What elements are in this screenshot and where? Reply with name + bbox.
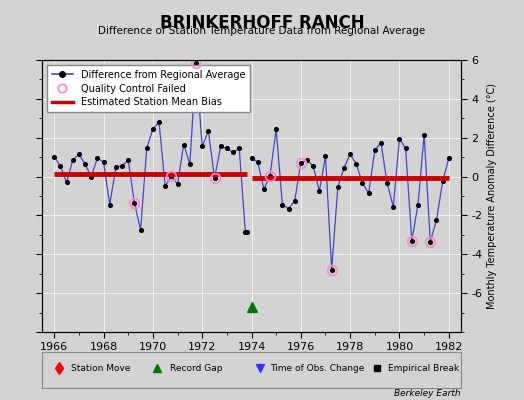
Point — [173, 181, 182, 188]
Point — [260, 186, 268, 192]
Point — [216, 143, 225, 150]
Text: Station Move: Station Move — [71, 364, 131, 373]
Point — [75, 151, 83, 158]
Point — [254, 159, 262, 165]
Point — [124, 157, 133, 163]
Point — [100, 159, 108, 165]
Point — [334, 184, 342, 190]
Point — [420, 132, 428, 138]
Text: BRINKERHOFF RANCH: BRINKERHOFF RANCH — [160, 14, 364, 32]
Point — [432, 217, 441, 224]
Point — [389, 204, 398, 210]
Point — [328, 267, 336, 273]
Point — [303, 157, 311, 163]
Point — [272, 126, 280, 132]
Point — [105, 202, 114, 208]
Text: Time of Obs. Change: Time of Obs. Change — [270, 364, 365, 373]
Point — [285, 206, 293, 212]
Point — [346, 151, 354, 158]
Point — [192, 60, 200, 66]
Point — [290, 198, 299, 204]
Point — [112, 164, 120, 170]
Point — [414, 202, 422, 208]
Text: Difference of Station Temperature Data from Regional Average: Difference of Station Temperature Data f… — [99, 26, 425, 36]
Point — [377, 139, 385, 146]
Point — [297, 160, 305, 166]
Point — [149, 126, 157, 132]
Point — [315, 188, 323, 194]
Point — [50, 154, 59, 160]
Point — [235, 145, 243, 152]
Point — [62, 179, 71, 186]
Point — [370, 147, 379, 154]
Text: Berkeley Earth: Berkeley Earth — [395, 389, 461, 398]
Point — [395, 136, 403, 142]
Point — [247, 155, 256, 161]
Point — [229, 149, 237, 156]
Point — [69, 157, 77, 163]
Point — [243, 229, 252, 235]
Point — [408, 238, 416, 244]
Point — [278, 202, 287, 208]
Text: Empirical Break: Empirical Break — [388, 364, 459, 373]
Point — [81, 161, 89, 167]
Point — [130, 200, 138, 206]
Point — [167, 172, 176, 179]
Point — [223, 145, 231, 152]
Point — [439, 178, 447, 185]
Point — [136, 227, 145, 233]
Point — [358, 180, 367, 186]
Point — [143, 145, 151, 152]
Point — [383, 180, 391, 186]
Point — [210, 175, 219, 181]
Text: Record Gap: Record Gap — [170, 364, 222, 373]
Point — [198, 143, 206, 150]
Point — [118, 163, 126, 169]
Point — [93, 155, 102, 161]
Point — [180, 141, 188, 148]
Point — [309, 163, 318, 169]
Point — [185, 161, 194, 167]
Point — [241, 229, 249, 235]
Point — [155, 119, 163, 125]
Point — [266, 172, 274, 179]
Point — [204, 128, 213, 134]
Y-axis label: Monthly Temperature Anomaly Difference (°C): Monthly Temperature Anomaly Difference (… — [487, 83, 497, 309]
Legend: Difference from Regional Average, Quality Control Failed, Estimated Station Mean: Difference from Regional Average, Qualit… — [47, 65, 250, 112]
Point — [401, 145, 410, 152]
Point — [444, 155, 453, 161]
Point — [56, 163, 64, 169]
Point — [340, 165, 348, 171]
Point — [161, 183, 169, 190]
Point — [426, 238, 434, 245]
Point — [352, 161, 361, 167]
Point — [365, 190, 373, 196]
Point — [321, 153, 330, 159]
Point — [87, 173, 95, 180]
